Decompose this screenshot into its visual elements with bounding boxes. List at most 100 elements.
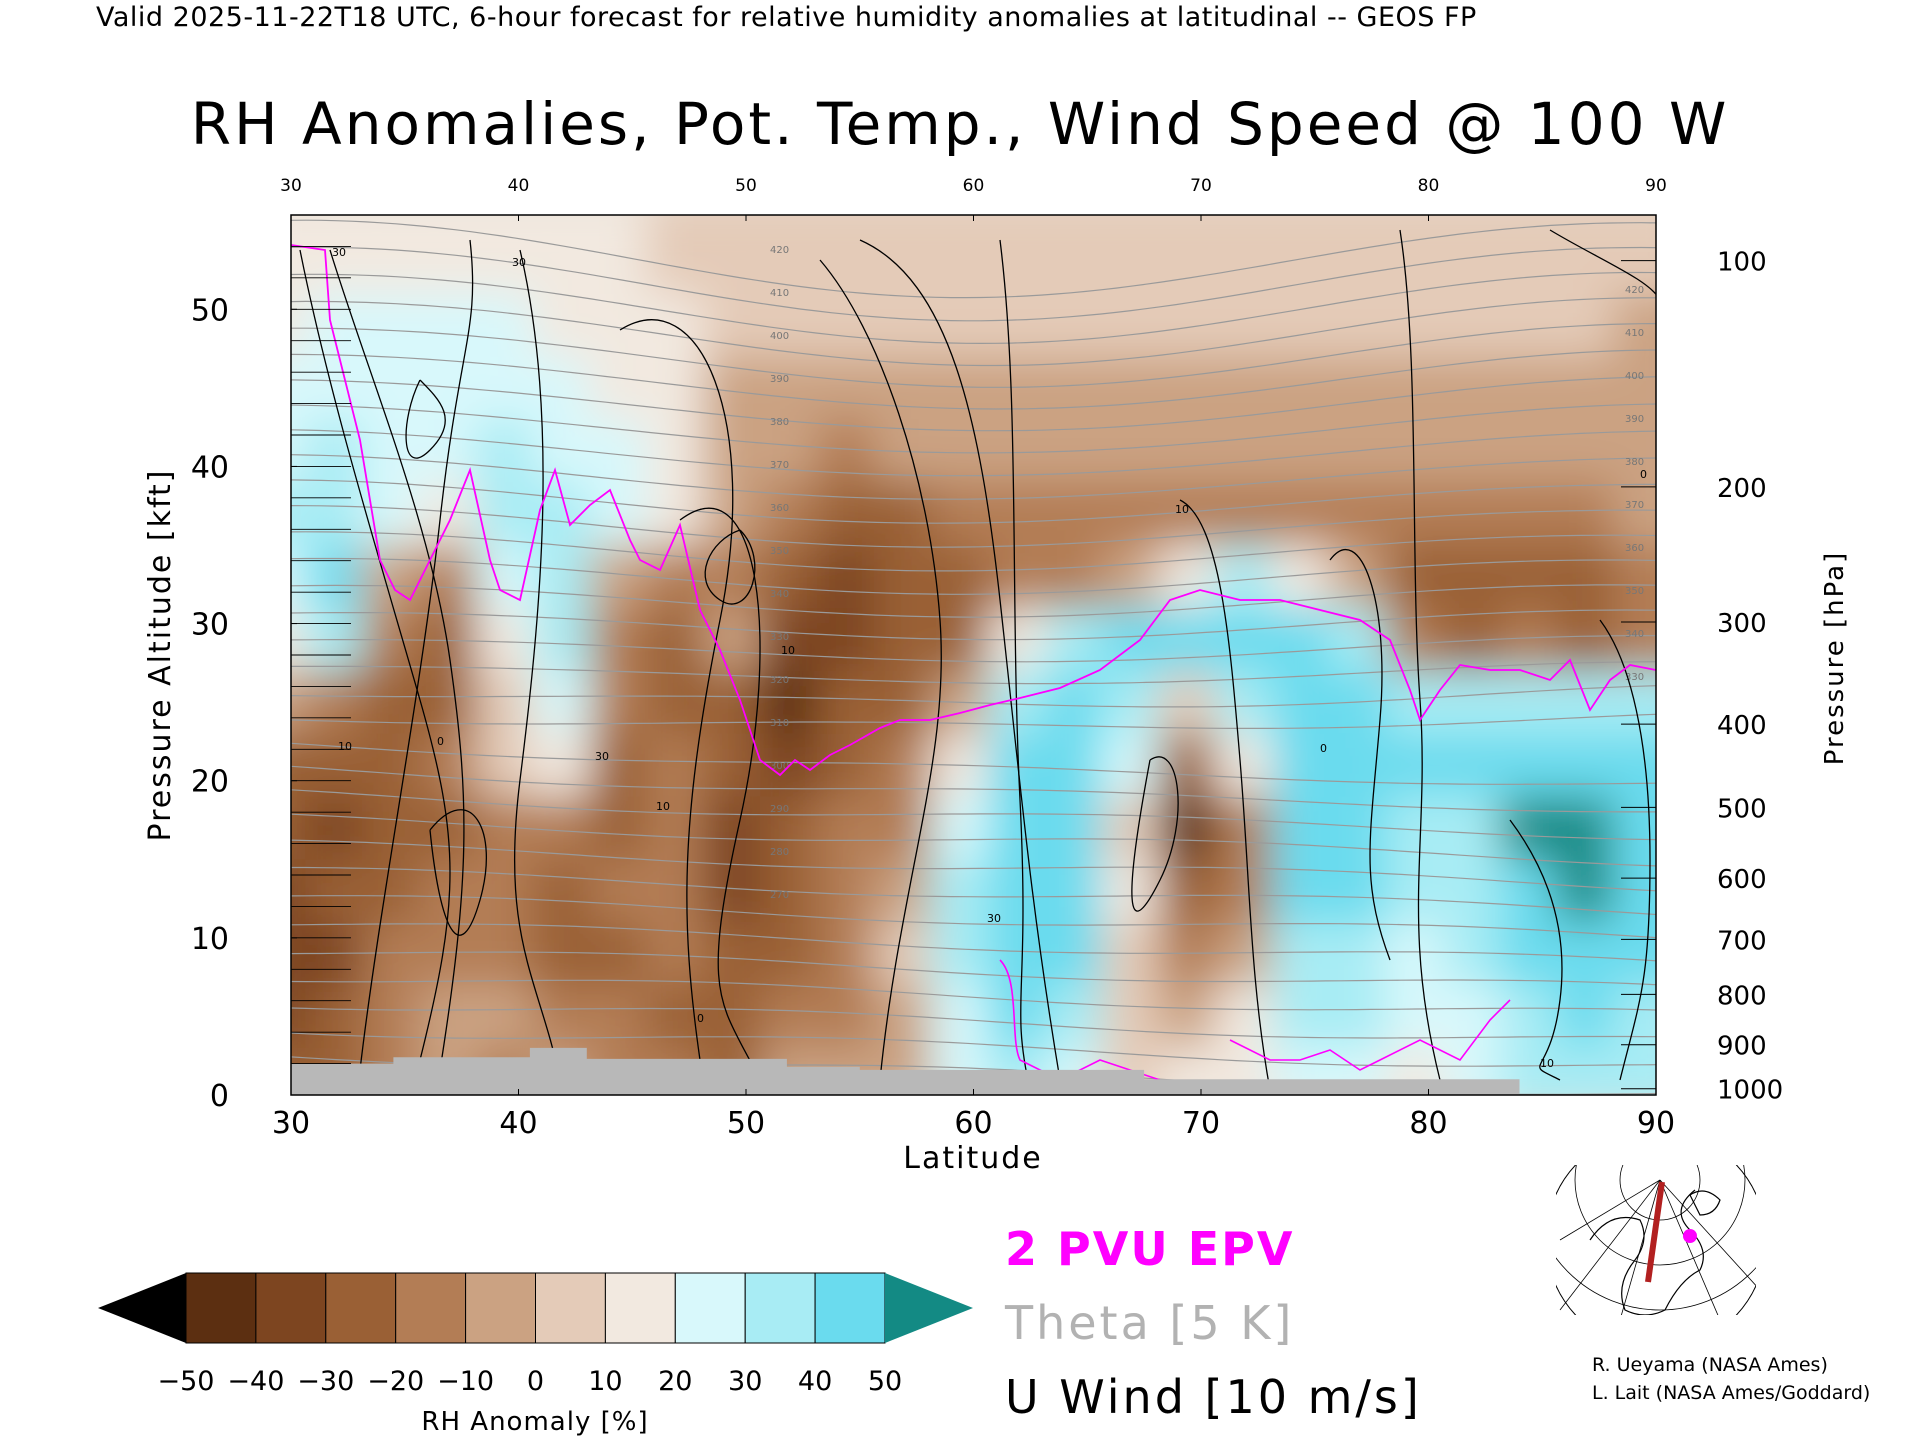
theta-contour-line	[291, 219, 1656, 299]
colorbar-tick-label: 50	[868, 1366, 902, 1397]
theta-contour-line	[291, 584, 1656, 618]
pressure-tick-label: 500	[1717, 794, 1767, 824]
credit-line-1: R. Ueyama (NASA Ames)	[1592, 1354, 1828, 1376]
theta-contour-label: 340	[770, 589, 789, 600]
u-wind-contour-label: 0	[697, 1012, 704, 1025]
theta-contour-line	[291, 839, 1656, 892]
theta-contour-label: 350	[770, 546, 789, 557]
y-tick-label: 10	[191, 922, 229, 957]
legend-u-wind: U Wind [10 m/s]	[1005, 1370, 1422, 1424]
y-axis-label-left: Pressure Altitude [kft]	[143, 469, 178, 842]
theta-contour-label: 370	[770, 460, 789, 471]
u-wind-contour-label: 0	[1640, 468, 1647, 481]
u-wind-contour-line	[859, 239, 1061, 1081]
pressure-tick-label: 300	[1717, 609, 1767, 639]
theta-contour-label: 360	[1625, 543, 1644, 554]
top-tick-label: 90	[1645, 176, 1667, 196]
theta-contour-line	[291, 742, 1656, 785]
u-wind-contour-line	[1329, 548, 1391, 961]
theta-contour-label: 300	[770, 761, 789, 772]
theta-contour-line	[291, 923, 1656, 962]
theta-contour-label: 380	[770, 417, 789, 428]
x-tick-label: 60	[954, 1106, 992, 1141]
x-tick-label: 40	[499, 1106, 537, 1141]
theta-contour-line	[291, 979, 1656, 1011]
theta-contour-line	[291, 246, 1656, 322]
theta-contour-line	[291, 505, 1656, 548]
u-wind-contour-line	[429, 809, 488, 936]
y-tick-label: 20	[191, 765, 229, 800]
u-wind-contour-line	[405, 379, 446, 459]
theta-contour-label: 320	[770, 675, 789, 686]
colorbar-box	[255, 1272, 327, 1344]
u-wind-contour-line	[704, 529, 756, 605]
theta-contour-label: 400	[1625, 371, 1644, 382]
theta-contour-line	[291, 866, 1656, 916]
pressure-tick-label: 700	[1717, 926, 1767, 956]
theta-contour-line	[291, 661, 1656, 685]
y-axis-label-right: Pressure [hPa]	[1820, 551, 1850, 766]
theta-contour-line	[291, 685, 1656, 708]
theta-contour-line	[291, 479, 1656, 524]
u-wind-contour-line	[1179, 499, 1271, 1091]
theta-contour-line	[291, 557, 1656, 595]
theta-contour-line	[291, 531, 1656, 572]
u-wind-contour-line	[1399, 229, 1441, 1081]
colorbar-tick-label: −40	[227, 1366, 284, 1397]
theta-contour-label: 370	[1625, 500, 1644, 511]
theta-contour-label: 280	[770, 847, 789, 858]
u-wind-contour-label: 30	[595, 750, 609, 763]
pressure-tick-label: 200	[1717, 474, 1767, 504]
colorbar-tick-label: −20	[367, 1366, 424, 1397]
u-wind-contour-line	[1509, 819, 1563, 1081]
theta-contour-line	[291, 609, 1656, 641]
pressure-tick-label: 100	[1717, 248, 1767, 278]
theta-contour-line	[291, 951, 1656, 986]
colorbar-box	[744, 1272, 816, 1344]
colorbar-box	[535, 1272, 606, 1344]
theta-contour-label: 410	[770, 288, 789, 299]
theta-contour-label: 330	[1625, 672, 1644, 683]
colorbar: −50 −40 −30 −20 −10 0 10 20 30 40 50 RH Anomaly [%…	[98, 1272, 973, 1437]
u-wind-contour-label: 0	[437, 735, 444, 748]
colorbar-box	[185, 1272, 257, 1344]
colorbar-tick-label: 30	[728, 1366, 762, 1397]
theta-contour-label: 380	[1625, 457, 1644, 468]
colorbar-tick-label: 40	[798, 1366, 832, 1397]
u-wind-contour-label: 10	[781, 644, 795, 657]
colorbar-box	[674, 1272, 746, 1344]
y-tick-label: 50	[191, 293, 229, 328]
valid-time-line: Valid 2025-11-22T18 UTC, 6-hour forecast…	[96, 2, 1477, 33]
u-wind-contour-line	[359, 239, 474, 1071]
colorbar-tick-label: 10	[588, 1366, 622, 1397]
plot-area: 4204204104104004003903903803803703703603…	[291, 215, 1656, 1095]
theta-contour-label: 360	[770, 503, 789, 514]
colorbar-box	[814, 1272, 886, 1344]
x-tick-label: 30	[272, 1106, 310, 1141]
pressure-tick-label: 900	[1717, 1032, 1767, 1062]
theta-contour-line	[291, 789, 1656, 841]
theta-contour-label: 340	[1625, 629, 1644, 640]
pressure-tick-label: 800	[1717, 981, 1767, 1011]
legend-epv: 2 PVU EPV	[1005, 1222, 1295, 1276]
top-tick-label: 50	[735, 176, 757, 196]
colorbar-tick-label: 0	[527, 1366, 544, 1397]
u-wind-contour-line	[329, 249, 465, 1071]
u-wind-contour-label: 10	[656, 800, 670, 813]
colorbar-box	[604, 1272, 676, 1344]
rh-anomaly-cell	[1613, 215, 1656, 294]
colorbar-tick-labels: −50 −40 −30 −20 −10 0 10 20 30 40 50	[158, 1366, 903, 1397]
theta-contour-label: 400	[770, 331, 789, 342]
pressure-tick-label: 1000	[1717, 1076, 1783, 1106]
x-tick-label: 90	[1637, 1106, 1675, 1141]
top-tick-label: 30	[280, 176, 302, 196]
u-wind-contour-line	[1549, 229, 1656, 296]
theta-contour-line	[291, 765, 1656, 813]
pressure-tick-label: 400	[1717, 711, 1767, 741]
pressure-tick-label: 600	[1717, 865, 1767, 895]
u-wind-contour-line	[619, 319, 734, 1061]
theta-contour-line	[291, 634, 1656, 663]
colorbar-label: RH Anomaly [%]	[421, 1407, 648, 1437]
